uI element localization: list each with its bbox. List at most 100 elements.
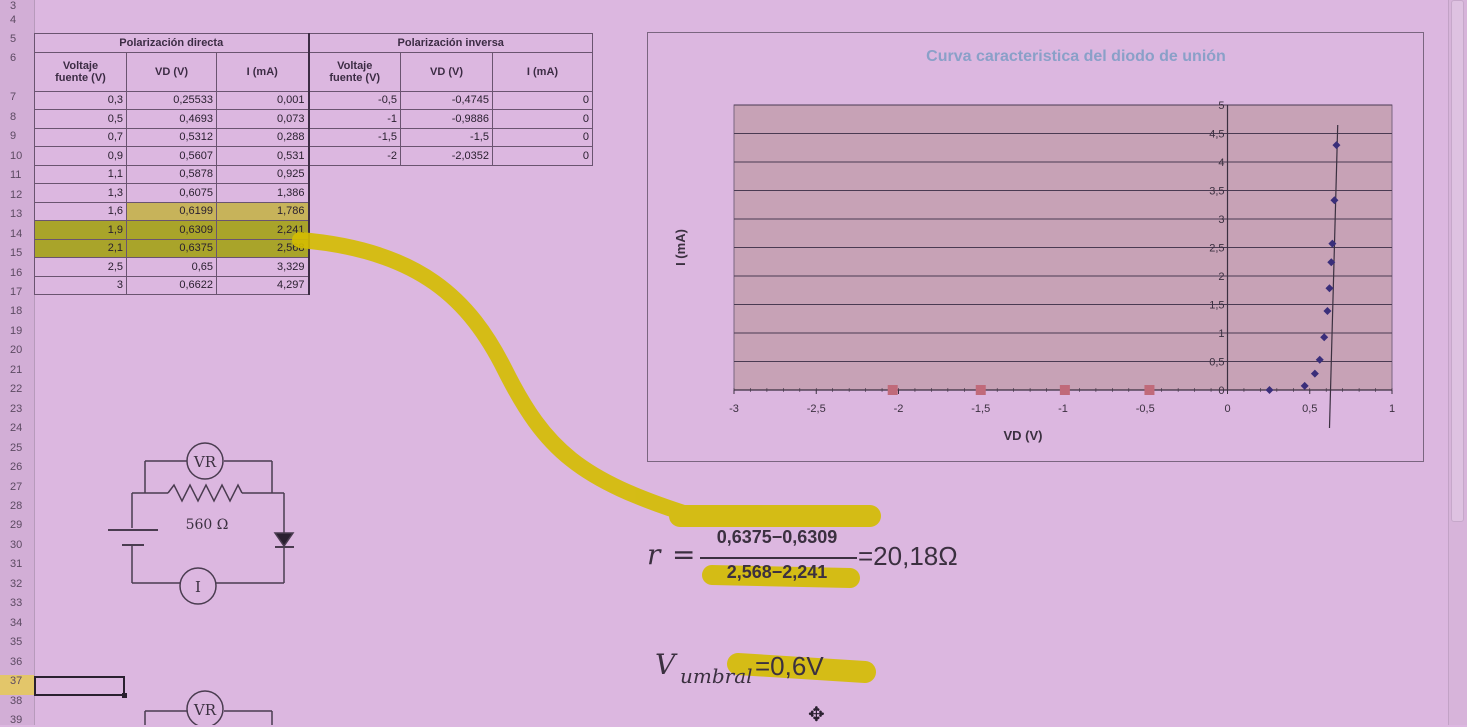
col-i-d[interactable]: I (mA) <box>216 51 309 92</box>
data-point-inverse <box>1059 385 1070 395</box>
row-header-35[interactable]: 35 <box>10 636 23 648</box>
cell-direct-6-0[interactable]: 1,6 <box>34 201 127 221</box>
cell-direct-10-1[interactable]: 0,6622 <box>126 275 217 295</box>
cell-direct-4-0[interactable]: 1,1 <box>34 164 127 184</box>
row-header-21[interactable]: 21 <box>10 364 23 376</box>
row-header-24[interactable]: 24 <box>10 422 23 434</box>
row-header-33[interactable]: 33 <box>10 597 23 609</box>
cell-direct-3-1[interactable]: 0,5607 <box>126 146 217 166</box>
cell-direct-5-2[interactable]: 1,386 <box>216 183 309 203</box>
row-header-14[interactable]: 14 <box>10 228 23 240</box>
vertical-scrollbar[interactable] <box>1448 0 1467 725</box>
row-header-19[interactable]: 19 <box>10 325 23 337</box>
cell-inverse-1-1[interactable]: -0,9886 <box>400 109 493 129</box>
cell-inverse-2-1[interactable]: -1,5 <box>400 127 493 147</box>
empty-cells[interactable] <box>307 165 593 184</box>
row-header-15[interactable]: 15 <box>10 247 23 259</box>
row-header-17[interactable]: 17 <box>10 286 23 298</box>
i-label: I <box>195 578 201 596</box>
selected-cell[interactable] <box>34 676 127 698</box>
row-header-7[interactable]: 7 <box>10 91 17 103</box>
x-tick-label: 0,5 <box>1302 403 1317 415</box>
row-header-30[interactable]: 30 <box>10 539 23 551</box>
cell-inverse-3-0[interactable]: -2 <box>307 146 401 166</box>
table-title-row: Polarización directa Polarización inversa <box>34 33 593 53</box>
cell-direct-7-0[interactable]: 1,9 <box>34 220 127 240</box>
cell-direct-3-0[interactable]: 0,9 <box>34 146 127 166</box>
cell-direct-4-2[interactable]: 0,925 <box>216 164 309 184</box>
row-header-31[interactable]: 31 <box>10 558 23 570</box>
row-header-11[interactable]: 11 <box>10 169 22 181</box>
cell-direct-0-1[interactable]: 0,25533 <box>126 90 217 110</box>
row-header-37[interactable]: 37 <box>0 675 34 695</box>
row-header-34[interactable]: 34 <box>10 617 23 629</box>
row-header-38[interactable]: 38 <box>10 695 23 707</box>
empty-cells[interactable] <box>307 183 593 202</box>
cell-direct-1-2[interactable]: 0,073 <box>216 109 309 129</box>
row-header-25[interactable]: 25 <box>10 442 23 454</box>
row-header-28[interactable]: 28 <box>10 500 23 512</box>
row-header-32[interactable]: 32 <box>10 578 23 590</box>
row-header-4[interactable]: 4 <box>10 14 17 26</box>
row-header-18[interactable]: 18 <box>10 305 23 317</box>
scrollbar-thumb[interactable] <box>1451 0 1464 522</box>
cell-direct-2-1[interactable]: 0,5312 <box>126 127 217 147</box>
data-point-direct <box>1323 306 1332 315</box>
cell-direct-7-1[interactable]: 0,6309 <box>126 220 217 240</box>
cell-direct-4-1[interactable]: 0,5878 <box>126 164 217 184</box>
row-header-13[interactable]: 13 <box>10 208 23 220</box>
direct-title[interactable]: Polarización directa <box>34 33 309 53</box>
row-header-36[interactable]: 36 <box>10 656 23 668</box>
formula-r-variable: r <box>647 538 661 571</box>
col-i-i[interactable]: I (mA) <box>492 51 593 92</box>
row-header-23[interactable]: 23 <box>10 403 23 415</box>
row-header-22[interactable]: 22 <box>10 383 23 395</box>
row-header-9[interactable]: 9 <box>10 130 17 142</box>
col-voltaje-d[interactable]: Voltaje fuente (V) <box>34 51 127 92</box>
vumbral-value: =0,6V <box>755 651 824 681</box>
row-header-12[interactable]: 12 <box>10 189 23 201</box>
row-header-10[interactable]: 10 <box>10 150 23 162</box>
cell-inverse-2-2[interactable]: 0 <box>492 127 593 147</box>
formula-numerator: 0,6375−0,6309 <box>716 527 838 547</box>
cell-inverse-2-0[interactable]: -1,5 <box>307 127 401 147</box>
empty-cells[interactable] <box>307 202 593 221</box>
col-voltaje-i[interactable]: Voltaje fuente (V) <box>307 51 401 92</box>
row-header-16[interactable]: 16 <box>10 267 23 279</box>
row-header-8[interactable]: 8 <box>10 111 17 123</box>
row-headers: 3 4 5 6 7 8 9 10 11 12 13 14 15 16 17 18 19 20 21 22 23 24 25 2… <box>0 0 35 726</box>
y-tick-label: 3,5 <box>1209 186 1224 198</box>
inverse-title[interactable]: Polarización inversa <box>307 33 593 53</box>
col-vd-d[interactable]: VD (V) <box>126 51 217 92</box>
row-header-20[interactable]: 20 <box>10 344 23 356</box>
y-axis-label: I (mA) <box>673 229 688 266</box>
cell-inverse-0-1[interactable]: -0,4745 <box>400 90 493 110</box>
cell-inverse-3-1[interactable]: -2,0352 <box>400 146 493 166</box>
cell-direct-6-1[interactable]: 0,6199 <box>126 201 217 221</box>
row-header-26[interactable]: 26 <box>10 461 23 473</box>
cell-direct-2-0[interactable]: 0,7 <box>34 127 127 147</box>
cell-direct-5-1[interactable]: 0,6075 <box>126 183 217 203</box>
circuit-diagram: VR I 560 Ω VR <box>108 442 295 725</box>
cell-direct-7-2[interactable]: 2,241 <box>216 220 309 240</box>
row-header-27[interactable]: 27 <box>10 481 23 493</box>
cell-direct-2-2[interactable]: 0,288 <box>216 127 309 147</box>
formula-result: =20,18Ω <box>858 541 958 571</box>
row-header-5[interactable]: 5 <box>10 33 17 45</box>
table-row: 1,6 0,6199 1,786 <box>34 201 593 221</box>
cell-inverse-1-2[interactable]: 0 <box>492 109 593 129</box>
cell-direct-8-0[interactable]: 2,1 <box>34 238 127 258</box>
row-header-3[interactable]: 3 <box>10 0 17 12</box>
row-header-6[interactable]: 6 <box>10 52 17 64</box>
cell-direct-3-2[interactable]: 0,531 <box>216 146 309 166</box>
cell-direct-0-0[interactable]: 0,3 <box>34 90 127 110</box>
cell-inverse-0-2[interactable]: 0 <box>492 90 593 110</box>
row-header-29[interactable]: 29 <box>10 519 23 531</box>
y-tick-label: 1 <box>1218 328 1224 340</box>
row-header-39[interactable]: 39 <box>10 714 23 726</box>
cell-direct-5-0[interactable]: 1,3 <box>34 183 127 203</box>
cell-direct-9-0[interactable]: 2,5 <box>34 257 127 277</box>
table-row: 0,9 0,5607 0,531 -2 -2,0352 0 <box>34 146 593 166</box>
col-vd-i[interactable]: VD (V) <box>400 51 493 92</box>
cell-inverse-3-2[interactable]: 0 <box>492 146 593 166</box>
